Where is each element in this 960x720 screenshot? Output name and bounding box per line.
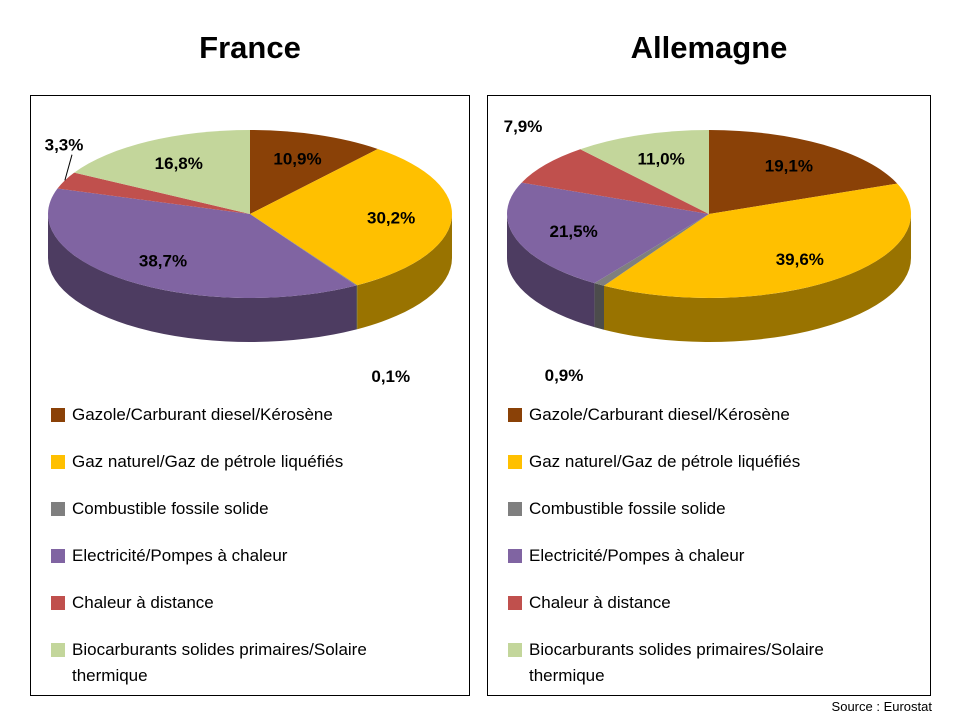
- pie-slice: [580, 130, 709, 214]
- legend-swatch: [508, 502, 522, 516]
- pie-slice: [47, 188, 357, 298]
- legend-item: Electricité/Pompes à chaleur: [51, 543, 469, 569]
- legend-swatch: [508, 596, 522, 610]
- pie-label: 39,6%: [776, 250, 824, 269]
- pie-slice-side: [47, 214, 357, 342]
- legend-label: Chaleur à distance: [72, 593, 214, 612]
- pie-chart-allemagne: 19,1% 39,6% 0,9% 21,5% 7,9% 11,0%: [504, 117, 911, 385]
- pie-slice: [594, 214, 709, 286]
- pie-slice: [507, 182, 709, 284]
- pie-slice-side: [357, 214, 452, 330]
- legend-item: Combustible fossile solide: [51, 496, 469, 522]
- source-note: Source : Eurostat: [831, 699, 932, 714]
- pie-slice: [521, 149, 709, 214]
- pie-slice: [709, 130, 898, 214]
- pie-label: 38,7%: [139, 251, 187, 270]
- pie-label: 7,9%: [504, 117, 543, 136]
- pie-slice: [603, 183, 911, 298]
- pie-slice-side: [507, 214, 595, 328]
- chart-title-france: France: [199, 30, 301, 65]
- pie-label: 19,1%: [765, 156, 813, 175]
- pie-label: 10,9%: [273, 150, 321, 169]
- pie-label: 30,2%: [367, 209, 415, 228]
- pie-slice: [57, 172, 251, 214]
- legend-label: Gaz naturel/Gaz de pétrole liquéfiés: [529, 452, 801, 471]
- pie-label: 16,8%: [155, 154, 203, 173]
- chart-panel-france: 10,9% 30,2% 0,1% 38,7% 3,3% 16,8% Gazole/Carb…: [30, 95, 470, 696]
- legend-item: Gaz naturel/Gaz de pétrole liquéfiés: [508, 449, 930, 475]
- legend-swatch: [508, 455, 522, 469]
- legend-swatch: [51, 596, 65, 610]
- pie-slice-side: [594, 283, 604, 330]
- legend-label: Gazole/Carburant diesel/Kérosène: [72, 405, 333, 424]
- legend-swatch: [51, 455, 65, 469]
- legend-swatch: [51, 643, 65, 657]
- pie-slice: [74, 130, 250, 214]
- legend-swatch: [508, 408, 522, 422]
- legend-label: Biocarburants solides primaires/Solaire …: [529, 640, 824, 685]
- legend-item: Combustible fossile solide: [508, 496, 930, 522]
- pie-slice-side: [603, 214, 911, 342]
- legend-item: Biocarburants solides primaires/Solaire …: [508, 637, 930, 689]
- pie-label: 0,9%: [545, 366, 584, 385]
- legend-label: Gaz naturel/Gaz de pétrole liquéfiés: [72, 452, 344, 471]
- legend-label: Electricité/Pompes à chaleur: [72, 546, 288, 565]
- pie-label: 21,5%: [549, 222, 597, 241]
- legend-label: Chaleur à distance: [529, 593, 671, 612]
- legend-item: Gazole/Carburant diesel/Kérosène: [508, 402, 930, 428]
- legend-france: Gazole/Carburant diesel/Kérosène Gaz natu…: [31, 402, 469, 689]
- legend-label: Gazole/Carburant diesel/Kérosène: [529, 405, 790, 424]
- legend-swatch: [508, 549, 522, 563]
- pie-chart-france: 10,9% 30,2% 0,1% 38,7% 3,3% 16,8%: [45, 130, 452, 386]
- legend-label: Biocarburants solides primaires/Solaire …: [72, 640, 367, 685]
- pie-slice: [250, 148, 452, 286]
- legend-item: Gaz naturel/Gaz de pétrole liquéfiés: [51, 449, 469, 475]
- pie-label: 11,0%: [637, 150, 684, 169]
- legend-label: Combustible fossile solide: [72, 499, 269, 518]
- label-leader-line: [64, 154, 73, 181]
- legend-label: Electricité/Pompes à chaleur: [529, 546, 745, 565]
- legend-swatch: [51, 408, 65, 422]
- pie-label: 3,3%: [45, 136, 84, 155]
- legend-label: Combustible fossile solide: [529, 499, 726, 518]
- legend-item: Electricité/Pompes à chaleur: [508, 543, 930, 569]
- legend-item: Biocarburants solides primaires/Solaire …: [51, 637, 469, 689]
- legend-swatch: [51, 502, 65, 516]
- legend-swatch: [508, 643, 522, 657]
- legend-swatch: [51, 549, 65, 563]
- legend-item: Chaleur à distance: [508, 590, 930, 616]
- chart-title-allemagne: Allemagne: [630, 30, 788, 65]
- pie-slice: [250, 214, 358, 286]
- pie-slice: [250, 130, 378, 214]
- legend-item: Chaleur à distance: [51, 590, 469, 616]
- pie-slice-side: [356, 285, 358, 330]
- chart-panel-allemagne: 19,1% 39,6% 0,9% 21,5% 7,9% 11,0% Gazole/Carb…: [487, 95, 931, 696]
- pie-label: 0,1%: [371, 367, 410, 386]
- legend-item: Gazole/Carburant diesel/Kérosène: [51, 402, 469, 428]
- legend-allemagne: Gazole/Carburant diesel/Kérosène Gaz natu…: [488, 402, 930, 689]
